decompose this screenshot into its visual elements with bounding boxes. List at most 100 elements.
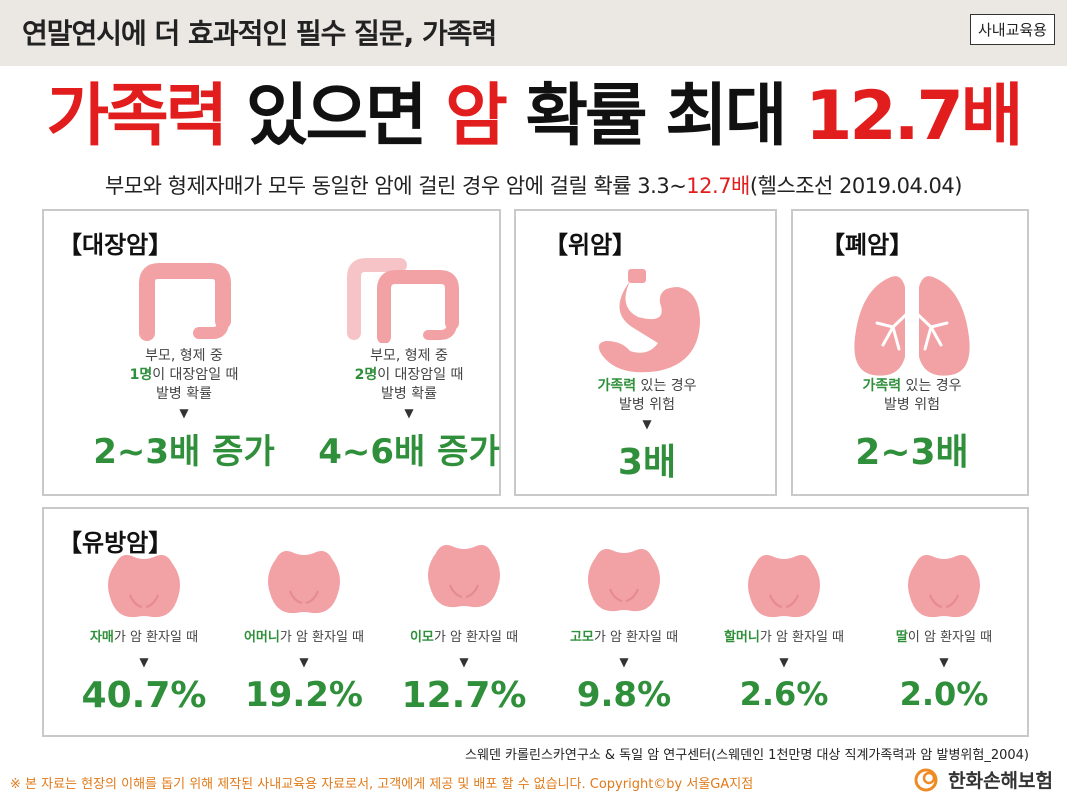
breast-item-condition: 고모가 암 환자일 때 [544, 629, 704, 647]
stomach-arrow: ▼ [642, 416, 652, 431]
stomach-value: 3배 [617, 441, 677, 483]
colon-item-2-count: 2명 [354, 366, 378, 383]
colon-item-1-value: 2~3배 증가 [93, 431, 275, 472]
breast-item: 딸이 암 환자일 때 ▼ 2.0% [864, 509, 1024, 735]
colon-item-2-line2: 2명이 대장암일 때 [309, 366, 509, 385]
lung-condition: 있는 경우 [901, 378, 962, 394]
colon-cancer-box: 【대장암】 부모, 형제 중 1명이 대장암일 때 발병 확률 ▼ 2~3배 증… [42, 209, 501, 496]
breast-item-value: 40.7% [81, 675, 207, 716]
lung-family-history: 가족력 [862, 378, 902, 394]
headline-probability: 확률 최대 [504, 77, 806, 156]
breast-item-value: 2.6% [739, 675, 829, 713]
lung-cancer-label: 【폐암】 [821, 231, 914, 259]
breast-item: 자매가 암 환자일 때 ▼ 40.7% [64, 509, 224, 735]
breast-item-condition-text: 가 암 환자일 때 [113, 630, 199, 645]
breast-item-condition: 딸이 암 환자일 때 [864, 629, 1024, 647]
breast-item-condition-text: 가 암 환자일 때 [279, 630, 365, 645]
subheadline-source: (헬스조선 2019.04.04) [749, 174, 963, 198]
breast-icon [908, 555, 980, 618]
breast-item-value: 19.2% [245, 675, 363, 715]
breast-item: 할머니가 암 환자일 때 ▼ 2.6% [704, 509, 864, 735]
breast-item-arrow: ▼ [779, 655, 789, 669]
breast-item-arrow: ▼ [939, 655, 949, 669]
lungs-icon [854, 267, 970, 376]
breast-item-condition-text: 가 암 환자일 때 [759, 630, 845, 645]
colon-cancer-label: 【대장암】 [58, 231, 173, 259]
breast-item: 고모가 암 환자일 때 ▼ 9.8% [544, 509, 704, 735]
breast-cancer-box: 【유방암】 자매가 암 환자일 때 ▼ 40.7% 어머니가 암 환자일 때 ▼ 19.2… [42, 507, 1029, 737]
breast-item-relative: 딸 [895, 630, 908, 645]
colon-item-1-line2: 1명이 대장암일 때 [84, 366, 284, 385]
headline-if-present: 있으면 [225, 77, 446, 156]
colon-item-1-line1: 부모, 형제 중 [145, 348, 223, 364]
colon-item-1-line3: 발병 확률 [156, 385, 212, 402]
stomach-family-history: 가족력 [597, 378, 637, 394]
breast-item-relative: 이모 [409, 630, 434, 645]
hanwha-logo-icon [914, 768, 938, 792]
colon-item-2-line3: 발병 확률 [381, 385, 437, 402]
lung-line1: 가족력 있는 경우 [812, 377, 1012, 396]
breast-item-relative: 자매 [89, 630, 114, 645]
breast-item-arrow: ▼ [299, 655, 309, 669]
top-bar: 연말연시에 더 효과적인 필수 질문, 가족력 사내교육용 [0, 0, 1067, 66]
breast-item-arrow: ▼ [619, 655, 629, 669]
breast-item-condition: 자매가 암 환자일 때 [64, 629, 224, 647]
footer-disclaimer: ※ 본 자료는 현장의 이해를 돕기 위해 제작된 사내교육용 자료로서, 고객… [10, 777, 754, 792]
lung-info: 가족력 있는 경우 발병 위험 2~3배 [812, 377, 1012, 475]
breast-cancer-label: 【유방암】 [58, 529, 173, 557]
breast-item-condition-text: 이 암 환자일 때 [907, 630, 993, 645]
breast-item-condition: 이모가 암 환자일 때 [384, 629, 544, 647]
breast-item: 이모가 암 환자일 때 ▼ 12.7% [384, 509, 544, 735]
breast-icon [268, 551, 340, 614]
breast-icon [108, 555, 180, 618]
colon-icon [139, 263, 231, 341]
colon-item-2-line1: 부모, 형제 중 [370, 348, 448, 364]
colon-item-2-condition: 이 대장암일 때 [377, 366, 464, 383]
stomach-info: 가족력 있는 경우 발병 위험 ▼ 3배 [547, 377, 747, 485]
brand-name: 한화손해보험 [948, 770, 1053, 792]
stomach-line2: 발병 위험 [619, 396, 675, 413]
breast-item-value: 9.8% [576, 675, 672, 715]
lung-cancer-box: 【폐암】 가족력 있는 경우 발병 위험 2~3배 [791, 209, 1029, 496]
colon-icon [347, 258, 459, 343]
breast-icon [428, 545, 500, 608]
breast-item-condition: 할머니가 암 환자일 때 [704, 629, 864, 647]
subheadline: 부모와 형제자매가 모두 동일한 암에 걸린 경우 암에 걸릴 확률 3.3~1… [0, 170, 1067, 200]
breast-item-condition-text: 가 암 환자일 때 [593, 630, 679, 645]
breast-item-arrow: ▼ [459, 655, 469, 669]
headline-max-value: 12.7배 [805, 77, 1023, 156]
stomach-cancer-box: 【위암】 가족력 있는 경우 발병 위험 ▼ 3배 [514, 209, 777, 496]
breast-item-relative: 어머니 [243, 630, 280, 645]
subheadline-highlight: 12.7배 [686, 174, 750, 198]
breast-item-condition: 어머니가 암 환자일 때 [224, 629, 384, 647]
colon-item-1-condition: 이 대장암일 때 [152, 366, 239, 383]
colon-item-1: 부모, 형제 중 1명이 대장암일 때 발병 확률 ▼ 2~3배 증가 [84, 347, 284, 473]
headline: 가족력 있으면 암 확률 최대 12.7배 [0, 77, 1067, 156]
breast-icon [748, 555, 820, 618]
breast-item-relative: 고모 [569, 630, 594, 645]
colon-item-1-arrow: ▼ [179, 405, 189, 420]
subheadline-text: 부모와 형제자매가 모두 동일한 암에 걸린 경우 암에 걸릴 확률 3.3~ [105, 174, 687, 198]
breast-item-arrow: ▼ [139, 655, 149, 669]
page-title: 연말연시에 더 효과적인 필수 질문, 가족력 [22, 17, 497, 50]
colon-item-2-value: 4~6배 증가 [318, 431, 500, 472]
breast-item: 어머니가 암 환자일 때 ▼ 19.2% [224, 509, 384, 735]
footer-source: 스웨덴 카롤린스카연구소 & 독일 암 연구센터(스웨덴인 1천만명 대상 직계… [465, 748, 1029, 763]
breast-item-value: 2.0% [899, 675, 989, 713]
lung-value: 2~3배 [855, 431, 969, 473]
lung-line2: 발병 위험 [884, 396, 940, 413]
stomach-icon [598, 269, 700, 373]
stomach-line1: 가족력 있는 경우 [547, 377, 747, 396]
colon-item-2: 부모, 형제 중 2명이 대장암일 때 발병 확률 ▼ 4~6배 증가 [309, 347, 509, 473]
breast-item-relative: 할머니 [723, 630, 760, 645]
colon-item-2-arrow: ▼ [404, 405, 414, 420]
breast-icon [588, 549, 660, 612]
headline-family-history: 가족력 [46, 77, 229, 156]
headline-cancer: 암 [445, 77, 508, 156]
internal-use-badge: 사내교육용 [969, 14, 1055, 45]
stomach-cancer-label: 【위암】 [544, 231, 637, 259]
breast-item-value: 12.7% [401, 675, 527, 716]
colon-item-1-count: 1명 [129, 366, 153, 383]
stomach-condition: 있는 경우 [636, 378, 697, 394]
breast-item-condition-text: 가 암 환자일 때 [433, 630, 519, 645]
